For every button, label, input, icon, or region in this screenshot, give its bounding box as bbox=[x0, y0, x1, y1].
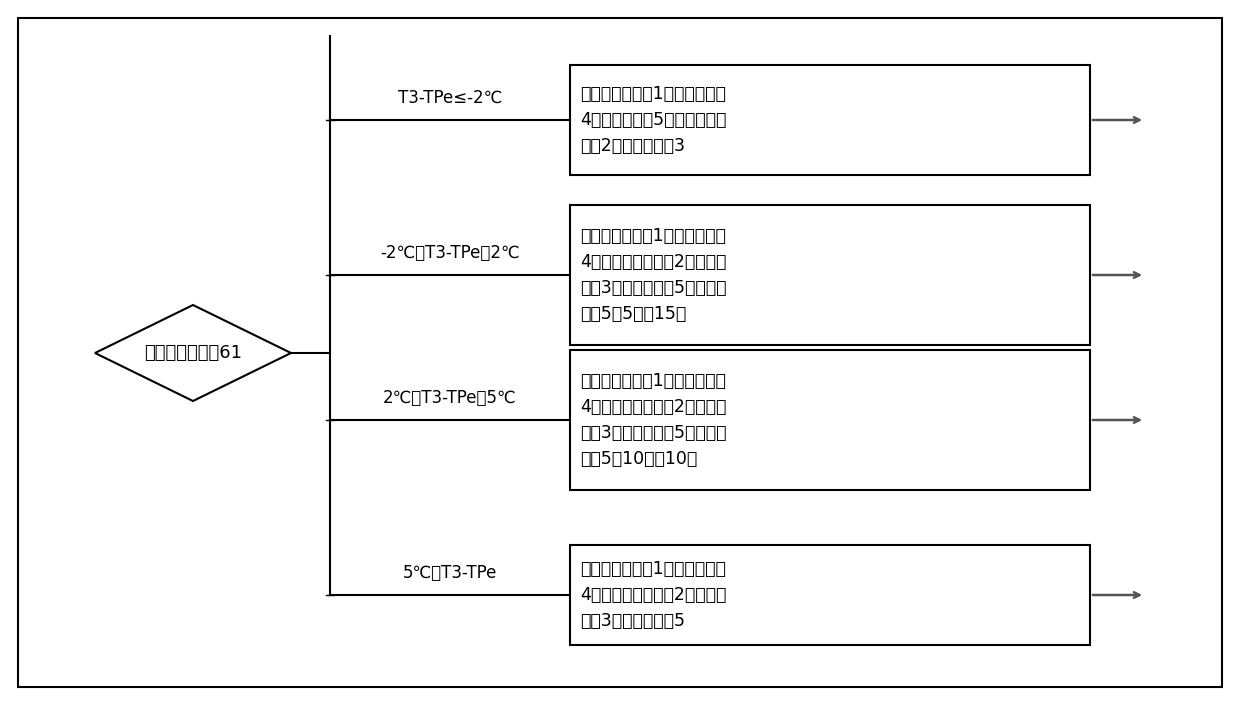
Bar bbox=[570, 545, 1090, 645]
Text: -2℃＜T3-TPe＜2℃: -2℃＜T3-TPe＜2℃ bbox=[381, 244, 520, 262]
Text: 气液温度检测器61: 气液温度检测器61 bbox=[144, 344, 242, 362]
Polygon shape bbox=[95, 305, 291, 401]
Text: 关闭第一电磁阀1及第四电磁阀
4，打开第二电磁阀2、第三电
磁阀3及第五电磁阀5，第五电
磁阀5开10秒关10秒: 关闭第一电磁阀1及第四电磁阀 4，打开第二电磁阀2、第三电 磁阀3及第五电磁阀5… bbox=[580, 372, 727, 467]
Text: 关闭第一电磁阀1及第四电磁阀
4，打开第二电磁阀2、第三电
磁阀3及第五电磁阀5，第五电
磁阀5开5秒关15秒: 关闭第一电磁阀1及第四电磁阀 4，打开第二电磁阀2、第三电 磁阀3及第五电磁阀5… bbox=[580, 228, 727, 323]
Text: 关闭第一电磁阀1、第四电磁阀
4，打开第二电磁阀2、第三电
磁阀3及第五电磁阀5: 关闭第一电磁阀1、第四电磁阀 4，打开第二电磁阀2、第三电 磁阀3及第五电磁阀5 bbox=[580, 560, 727, 630]
Bar bbox=[570, 350, 1090, 490]
Text: T3-TPe≤-2℃: T3-TPe≤-2℃ bbox=[398, 89, 502, 107]
Bar bbox=[570, 205, 1090, 345]
Bar bbox=[570, 65, 1090, 175]
Text: 2℃＜T3-TPe＜5℃: 2℃＜T3-TPe＜5℃ bbox=[383, 389, 517, 407]
Text: 5℃＜T3-TPe: 5℃＜T3-TPe bbox=[403, 564, 497, 582]
Text: 关闭第一电磁阀1、第四电磁阀
4及第五电磁阀5，打开第二电
磁阀2及第三电磁阀3: 关闭第一电磁阀1、第四电磁阀 4及第五电磁阀5，打开第二电 磁阀2及第三电磁阀3 bbox=[580, 85, 727, 154]
